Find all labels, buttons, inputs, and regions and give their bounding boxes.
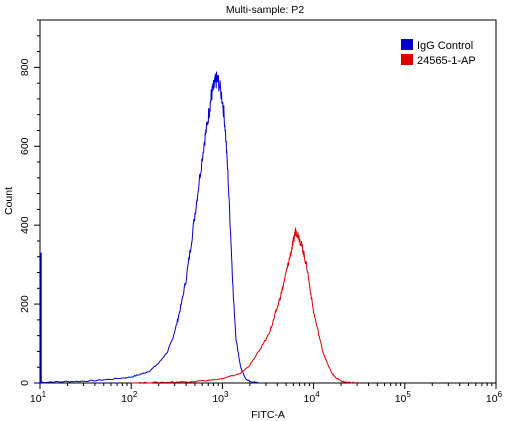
y-axis-label: Count [3,187,15,215]
series-line-24565-1-ap [131,227,360,384]
plot-frame [39,19,497,384]
x-tick-label: 106 [486,390,503,405]
x-tick-label: 102 [121,390,138,405]
legend-swatch-igg-control [401,39,413,50]
x-axis-label: FITC-A [251,409,285,421]
y-axis-ticks: 0 200 400 600 800 [19,19,40,386]
x-axis-ticks: 101 102 103 104 105 106 [30,383,503,405]
x-tick-label: 103 [212,390,229,405]
series-lines [39,71,360,384]
y-tick-label: 600 [19,137,31,155]
x-tick-label: 105 [395,390,412,405]
y-tick-label: 400 [19,216,31,234]
x-tick-label: 104 [304,390,321,405]
y-tick-label: 0 [19,380,31,386]
chart-title: Multi-sample: P2 [226,4,304,16]
x-tick-label: 101 [30,390,47,405]
series-line-igg-control [39,71,260,384]
legend: IgG Control 24565-1-AP [401,39,476,67]
y-tick-label: 800 [19,58,31,76]
legend-swatch-24565-1-ap [401,54,413,65]
y-tick-label: 200 [19,295,31,313]
legend-label-igg-control: IgG Control [417,40,473,52]
legend-label-24565-1-ap: 24565-1-AP [417,55,476,67]
